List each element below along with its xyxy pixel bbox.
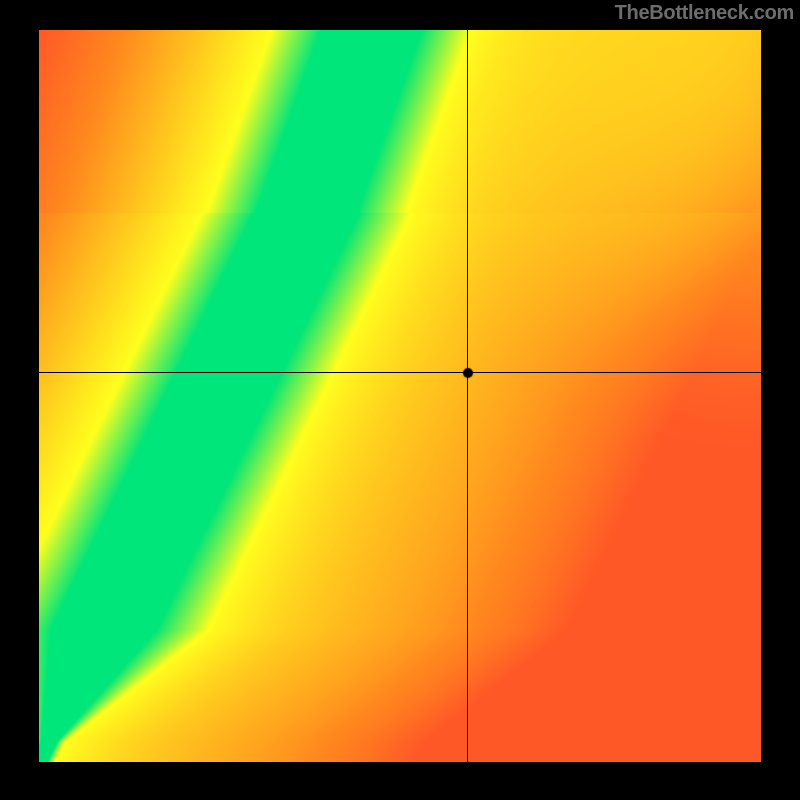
bottleneck-heatmap xyxy=(39,30,761,762)
attribution-text: TheBottleneck.com xyxy=(609,0,800,29)
chart-wrapper: { "attribution": "TheBottleneck.com", "i… xyxy=(0,0,800,800)
crosshair-dot xyxy=(462,367,474,379)
